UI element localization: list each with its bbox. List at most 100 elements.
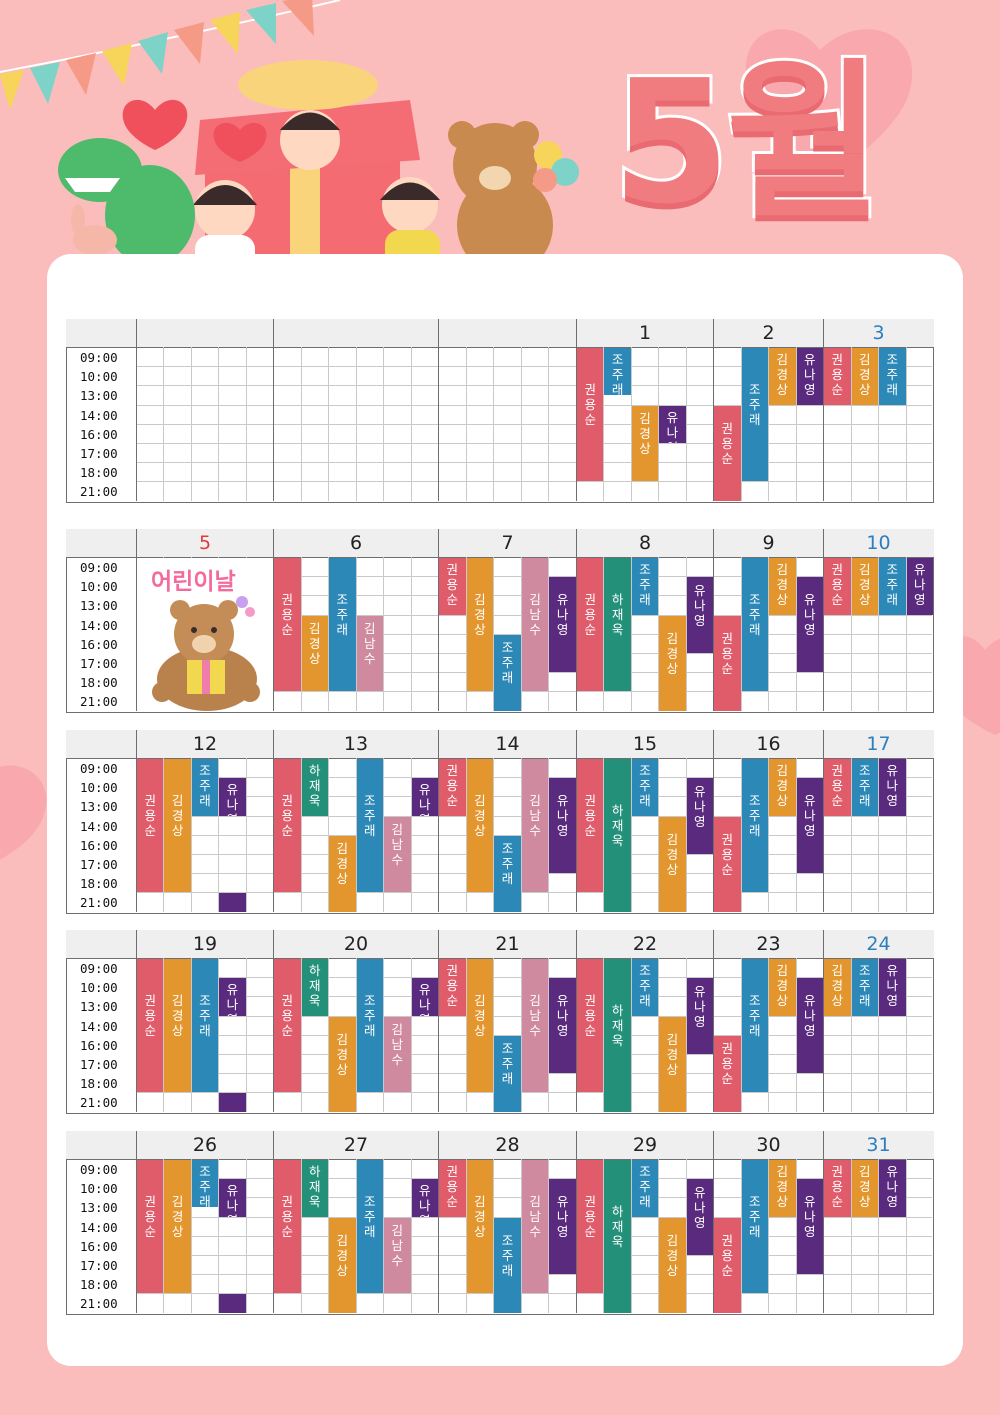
day-number: 16	[713, 730, 823, 758]
time-label: 10:00	[80, 1181, 118, 1197]
shift-name-char: 래	[363, 1224, 376, 1240]
bunting-icon	[0, 0, 341, 110]
shift-name-char: 조	[199, 993, 211, 1009]
day-separator	[438, 930, 439, 1112]
time-label: 13:00	[80, 1200, 118, 1216]
shift-name-char: 영	[412, 1213, 439, 1216]
time-label: 17:00	[80, 656, 118, 671]
grid-col-line	[850, 347, 852, 501]
day-number: 20	[273, 930, 438, 958]
shift-name-char: 나	[803, 607, 816, 623]
shift-name-char: 래	[363, 823, 376, 839]
shift-name-char: 권	[721, 630, 733, 646]
shift-name-char: 상	[474, 1023, 486, 1039]
shift-name-char: 김	[666, 831, 679, 847]
shift-name-char: 상	[474, 823, 486, 839]
shift-name-char: 주	[501, 856, 514, 872]
grid-col-line	[740, 1159, 742, 1313]
day-separator	[438, 529, 439, 711]
shift-name-char: 수	[391, 851, 403, 867]
holiday-illustration: 어린이날	[137, 558, 273, 711]
grid-row-line	[136, 691, 932, 693]
grid-col-line	[383, 1159, 384, 1313]
time-label: 21:00	[80, 895, 118, 911]
day-number: 28	[438, 1131, 576, 1159]
day-number: 5	[136, 529, 273, 557]
shift-name-char: 김	[308, 620, 321, 636]
shift-name-char: 수	[391, 1051, 403, 1067]
shift-name-char: 경	[336, 1247, 348, 1263]
grid-col-line	[465, 1159, 467, 1313]
shift-name-char: 하	[611, 1002, 624, 1018]
shift-name-char: 욱	[611, 1233, 624, 1249]
shift-name-char: 순	[446, 793, 459, 808]
time-label: 17:00	[80, 1057, 118, 1072]
grid-col-line	[850, 1159, 852, 1313]
shift-name-char: 상	[666, 1262, 679, 1278]
shift-name-char: 조	[199, 763, 211, 778]
shift-name-char: 조	[858, 963, 871, 978]
grid-col-line	[795, 347, 797, 501]
grid-col-line	[905, 958, 907, 1112]
shift-name-char: 유	[556, 793, 569, 809]
shift-name-char: 상	[336, 1061, 348, 1077]
time-label: 14:00	[80, 818, 118, 834]
shift-name-char: 수	[529, 823, 541, 839]
shift-name-char: 나	[886, 978, 898, 993]
shift-name-char: 나	[226, 997, 239, 1013]
shift-block: 유나영	[411, 978, 438, 1016]
shift-name-char: 경	[308, 635, 321, 651]
grid-row-line	[136, 481, 932, 483]
day-separator	[136, 319, 137, 501]
heart-icon	[0, 29, 1000, 860]
shift-name-char: 상	[858, 592, 871, 607]
shift-name-char: 용	[721, 1056, 733, 1072]
shift-name-char: 조	[501, 1232, 514, 1248]
shift-name-char: 영	[803, 382, 816, 397]
day-number: 15	[576, 730, 713, 758]
grid-col-line	[740, 958, 742, 1112]
day-separator	[713, 529, 714, 711]
shift-name-char: 래	[886, 382, 898, 397]
shift-name-char: 상	[666, 1061, 679, 1077]
shift-name-char: 영	[694, 813, 706, 829]
shift-name-char: 유	[886, 763, 898, 778]
shift-name-char: 권	[584, 793, 596, 809]
shift-name-char: 조	[501, 1041, 514, 1057]
calendar-week: 09:00 10:00 13:00 14:00 16:00 17:00 18:00 21:00…	[66, 1131, 934, 1315]
shift-name-char: 유	[556, 993, 569, 1009]
calendar-week: 09:00 10:00 13:00 14:00 16:00 17:00 18:00 21:00…	[66, 730, 934, 914]
shift-name-char: 나	[694, 798, 706, 814]
day-separator	[438, 1131, 439, 1313]
shift-name-char: 순	[831, 382, 843, 397]
shift-name-char: 김	[666, 1031, 679, 1047]
shift-name-char: 조	[639, 1164, 651, 1179]
shift-name-char: 경	[858, 1179, 871, 1194]
shift-name-char: 김	[171, 993, 184, 1009]
day-separator	[136, 730, 137, 912]
shift-name-char: 하	[611, 592, 624, 608]
shift-name-char: 남	[529, 1209, 541, 1225]
grid-col-line	[465, 958, 467, 1112]
time-label: 14:00	[80, 407, 118, 423]
shift-name-char: 재	[611, 817, 624, 833]
day-separator	[273, 1131, 274, 1313]
day-number: 8	[576, 529, 713, 557]
grid-col-line	[245, 958, 247, 1112]
shift-name-char: 수	[391, 1252, 403, 1268]
day-number: 9	[713, 529, 823, 557]
shift-name-char: 영	[886, 793, 898, 808]
